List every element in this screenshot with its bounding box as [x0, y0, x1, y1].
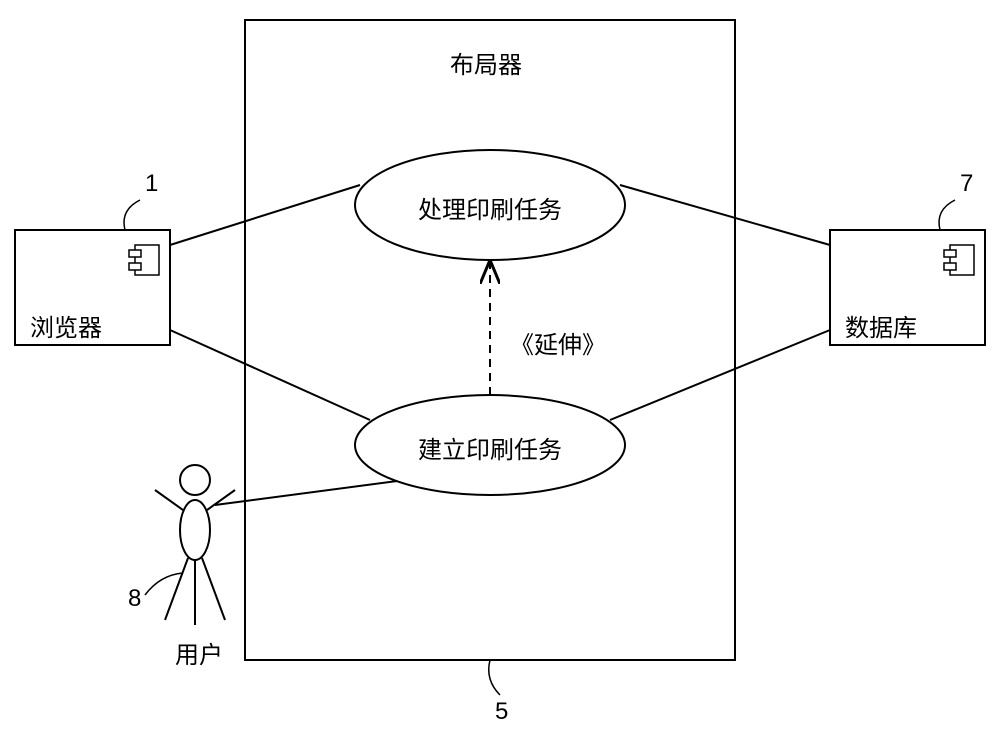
system-boundary [245, 20, 735, 660]
association-line [215, 480, 405, 505]
user-actor-icon [155, 465, 235, 625]
system-boundary-label: 布局器 [450, 45, 522, 80]
ref-number-database: 7 [960, 170, 973, 198]
use-case-process-label: 处理印刷任务 [418, 190, 562, 225]
ref-leader [939, 200, 955, 230]
association-line [620, 185, 830, 245]
association-line [170, 185, 360, 245]
ref-number-system: 5 [495, 698, 508, 726]
ref-leader [124, 200, 140, 230]
use-case-create-label: 建立印刷任务 [418, 430, 562, 465]
association-line [610, 330, 830, 420]
browser-label: 浏览器 [30, 308, 102, 343]
ref-number-user: 8 [128, 585, 141, 613]
extend-label: 《延伸》 [510, 325, 606, 360]
association-line [170, 330, 370, 420]
ref-number-browser: 1 [145, 170, 158, 198]
user-label: 用户 [175, 635, 223, 670]
database-label: 数据库 [845, 308, 917, 343]
ref-leader [489, 660, 500, 695]
diagram-svg [0, 0, 1000, 747]
uml-diagram: 布局器 处理印刷任务 建立印刷任务 浏览器 数据库 用户 《延伸》 1 7 5 … [0, 0, 1000, 747]
